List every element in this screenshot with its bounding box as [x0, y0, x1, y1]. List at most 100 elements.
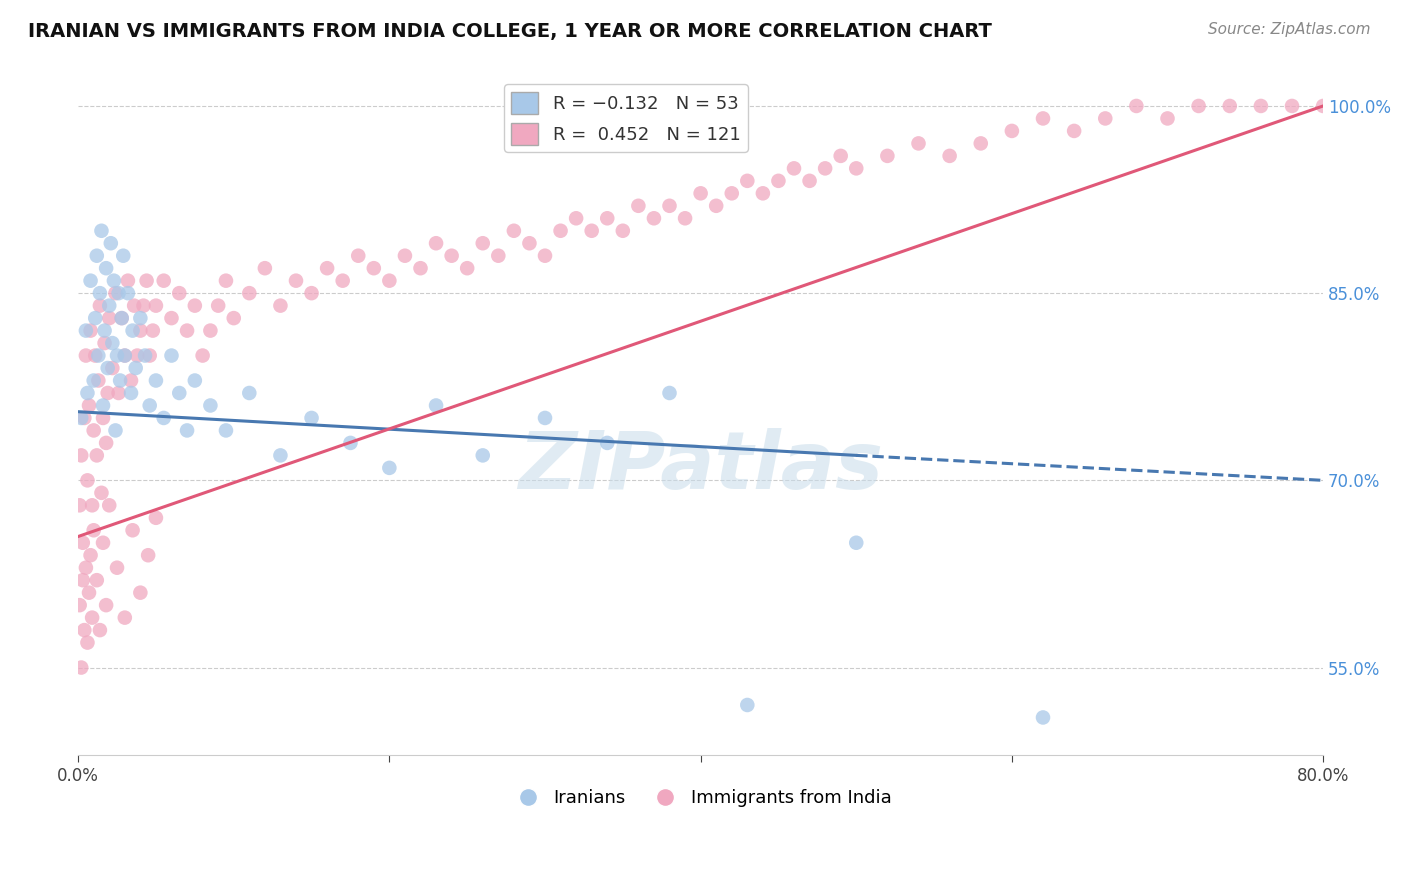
Point: [117, 274, 139, 288]
Point: [169, 386, 191, 401]
Point: [103, 274, 125, 288]
Point: [129, 311, 152, 326]
Point: [253, 261, 276, 276]
Point: [79, 324, 101, 338]
Point: [1094, 112, 1116, 126]
Point: [534, 411, 557, 425]
Point: [98, 311, 121, 326]
Point: [90, 485, 112, 500]
Point: [117, 286, 139, 301]
Point: [363, 261, 385, 276]
Point: [160, 349, 183, 363]
Point: [111, 311, 134, 326]
Point: [152, 411, 174, 425]
Point: [111, 311, 134, 326]
Point: [830, 149, 852, 163]
Text: IRANIAN VS IMMIGRANTS FROM INDIA COLLEGE, 1 YEAR OR MORE CORRELATION CHART: IRANIAN VS IMMIGRANTS FROM INDIA COLLEGE…: [28, 22, 993, 41]
Point: [612, 224, 634, 238]
Point: [269, 299, 291, 313]
Legend: Iranians, Immigrants from India: Iranians, Immigrants from India: [503, 782, 898, 814]
Point: [1032, 112, 1054, 126]
Point: [222, 311, 245, 326]
Point: [643, 211, 665, 226]
Point: [136, 548, 159, 562]
Point: [737, 174, 759, 188]
Point: [720, 186, 742, 201]
Point: [689, 186, 711, 201]
Point: [87, 374, 110, 388]
Point: [200, 399, 222, 413]
Point: [970, 136, 993, 151]
Point: [89, 286, 111, 301]
Point: [112, 249, 135, 263]
Point: [596, 211, 619, 226]
Point: [89, 299, 111, 313]
Point: [97, 386, 120, 401]
Point: [534, 249, 557, 263]
Point: [339, 436, 361, 450]
Point: [1125, 99, 1147, 113]
Point: [1219, 99, 1241, 113]
Point: [114, 610, 136, 624]
Point: [200, 324, 222, 338]
Text: Source: ZipAtlas.com: Source: ZipAtlas.com: [1208, 22, 1371, 37]
Point: [907, 136, 929, 151]
Point: [394, 249, 416, 263]
Point: [100, 236, 122, 251]
Point: [79, 274, 101, 288]
Point: [135, 274, 157, 288]
Point: [121, 324, 143, 338]
Point: [627, 199, 650, 213]
Point: [1188, 99, 1211, 113]
Point: [101, 361, 124, 376]
Point: [316, 261, 339, 276]
Point: [1250, 99, 1272, 113]
Point: [94, 261, 117, 276]
Point: [845, 535, 868, 549]
Point: [90, 224, 112, 238]
Point: [191, 349, 214, 363]
Point: [938, 149, 960, 163]
Point: [215, 424, 238, 438]
Point: [105, 349, 128, 363]
Point: [138, 399, 160, 413]
Point: [70, 660, 93, 674]
Point: [73, 411, 96, 425]
Point: [596, 436, 619, 450]
Point: [184, 299, 207, 313]
Point: [83, 374, 105, 388]
Point: [238, 286, 260, 301]
Point: [169, 286, 191, 301]
Point: [83, 523, 105, 537]
Point: [134, 349, 156, 363]
Point: [301, 286, 323, 301]
Point: [82, 498, 104, 512]
Point: [142, 324, 165, 338]
Point: [673, 211, 696, 226]
Point: [93, 324, 115, 338]
Point: [845, 161, 868, 176]
Point: [502, 224, 524, 238]
Point: [471, 449, 494, 463]
Point: [120, 374, 142, 388]
Point: [76, 386, 98, 401]
Point: [91, 535, 114, 549]
Point: [91, 399, 114, 413]
Point: [176, 424, 198, 438]
Point: [301, 411, 323, 425]
Point: [876, 149, 898, 163]
Point: [73, 623, 96, 637]
Point: [72, 535, 94, 549]
Point: [70, 411, 93, 425]
Point: [91, 411, 114, 425]
Point: [658, 386, 681, 401]
Point: [1281, 99, 1303, 113]
Point: [72, 573, 94, 587]
Point: [1312, 99, 1334, 113]
Point: [98, 498, 121, 512]
Point: [76, 635, 98, 649]
Point: [129, 324, 152, 338]
Point: [184, 374, 207, 388]
Point: [114, 349, 136, 363]
Point: [94, 598, 117, 612]
